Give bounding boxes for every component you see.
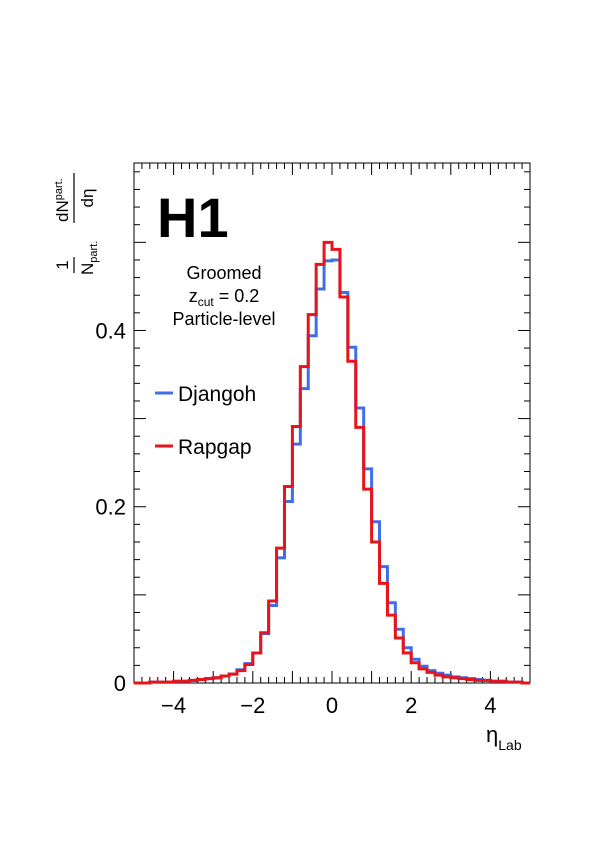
y-tick-label: 0.4	[95, 318, 126, 343]
x-tick-label: −4	[161, 693, 186, 718]
ylabel-dn: dN	[53, 200, 72, 222]
y-tick-label: 0	[114, 671, 126, 696]
x-tick-label: 4	[484, 693, 496, 718]
y-axis-label: 1 Npart. dNpart. dη	[53, 173, 100, 275]
annotation-line-3: Particle-level	[172, 309, 275, 329]
ylabel-deta: dη	[78, 189, 97, 208]
legend-label-rapgap: Rapgap	[178, 436, 252, 459]
ylabel-one: 1	[53, 260, 72, 269]
legend-label-djangoh: Djangoh	[178, 383, 256, 406]
x-tick-label: −2	[240, 693, 265, 718]
annotation-line-1: Groomed	[186, 263, 261, 283]
x-axis-label: ηLab	[486, 722, 522, 753]
x-tick-label: 2	[405, 693, 417, 718]
legend: Djangoh Rapgap	[155, 383, 256, 459]
series-rapgap	[134, 240, 530, 685]
series-group	[134, 240, 530, 685]
ylabel-n-part: Npart.	[78, 241, 100, 275]
x-tick-label: 0	[326, 693, 338, 718]
annotation-line-2: zcut = 0.2	[189, 286, 260, 309]
y-tick-label: 0.2	[95, 495, 126, 520]
ylabel-dn-part: dNpart.	[53, 178, 72, 222]
ylabel-n-subscript: part.	[88, 241, 100, 263]
ylabel-n: N	[78, 263, 97, 275]
xlabel-eta: η	[486, 722, 498, 747]
annotation-value: = 0.2	[214, 286, 260, 306]
annotation-z: z	[189, 286, 198, 306]
ylabel-dn-subscript: part.	[53, 178, 65, 200]
xlabel-subscript: Lab	[498, 737, 522, 753]
annotation-cut: cut	[198, 295, 215, 309]
axes: −4 −2 0 2 4 0 0.2 0.4	[95, 163, 531, 718]
h1-logo: H1	[157, 186, 229, 249]
